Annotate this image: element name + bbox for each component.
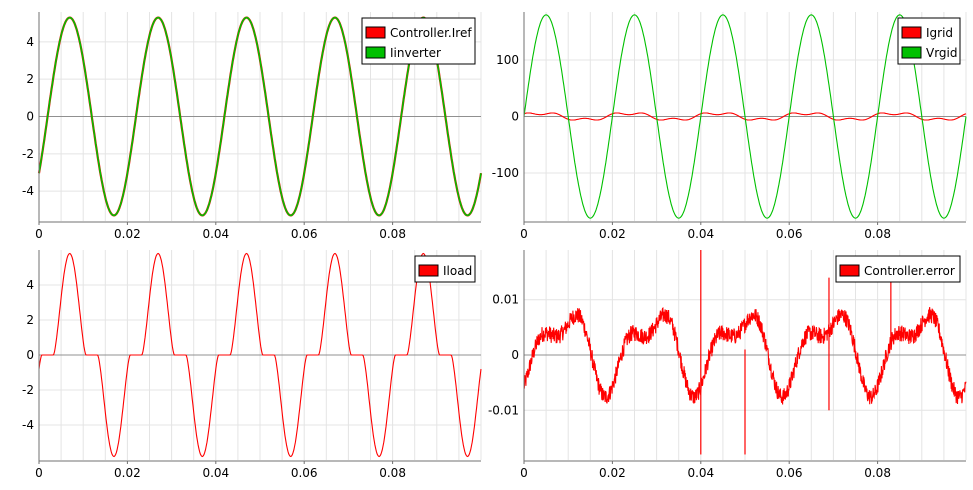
legend-label: Igrid (926, 26, 953, 40)
y-tick-label: -0.01 (488, 403, 519, 417)
legend-label: Iinverter (390, 46, 441, 60)
y-tick-label: -4 (22, 184, 34, 198)
x-tick-label: 0.06 (291, 466, 318, 480)
y-tick-label: 4 (26, 35, 34, 49)
chart-panel-2: 0 0.02 0.04 0.06 0.08 100 0 -100 Igrid Vrgid (492, 12, 967, 241)
legend-label: Controller.error (864, 264, 955, 278)
series-line-1 (38, 252, 482, 458)
y-tick-label: 2 (26, 72, 34, 86)
y-tick-label: 2 (26, 313, 34, 327)
y-tick-label: -4 (22, 418, 34, 432)
x-tick-label: 0.04 (687, 466, 714, 480)
x-tick-label: 0.04 (202, 227, 229, 241)
x-tick-label: 0 (35, 466, 43, 480)
x-tick-label: 0.02 (599, 227, 626, 241)
legend-swatch (365, 46, 386, 59)
legend-label: Iload (443, 264, 472, 278)
x-tick-label: 0.06 (776, 466, 803, 480)
x-tick-label: 0.08 (864, 466, 891, 480)
legend-box (414, 255, 476, 283)
y-tick-label: -2 (22, 147, 34, 161)
legend: Controller.error (835, 255, 961, 283)
chart-panel-1: 0 0.02 0.04 0.06 0.08 4 2 0 -2 -4 Controller.Iref I… (22, 12, 483, 241)
legend-swatch (365, 26, 386, 39)
y-tick-label: 0.01 (492, 293, 519, 307)
x-tick-label: 0.02 (599, 466, 626, 480)
x-tick-label: 0.02 (114, 227, 141, 241)
legend: Iload (414, 255, 476, 283)
legend-label: Controller.Iref (390, 26, 472, 40)
chart-panel-3: 0 0.02 0.04 0.06 0.08 4 2 0 -2 -4 Iload (22, 250, 482, 480)
y-tick-label: 0 (511, 348, 519, 362)
x-tick-label: 0.08 (379, 466, 406, 480)
y-tick-label: 4 (26, 278, 34, 292)
x-tick-label: 0.06 (291, 227, 318, 241)
chart-panel-4: 0 0.02 0.04 0.06 0.08 0.01 0 -0.01 Controller.er… (488, 250, 967, 480)
y-tick-label: -2 (22, 383, 34, 397)
y-tick-label: 0 (26, 348, 34, 362)
x-tick-label: 0.04 (202, 466, 229, 480)
x-tick-label: 0.08 (379, 227, 406, 241)
x-tick-label: 0.04 (687, 227, 714, 241)
legend-swatch (418, 264, 439, 277)
x-tick-label: 0 (520, 466, 528, 480)
y-tick-label: -100 (492, 166, 519, 180)
y-tick-label: 100 (496, 53, 519, 67)
legend: Controller.Iref Iinverter (361, 17, 476, 65)
legend-swatch (901, 26, 922, 39)
legend-swatch (839, 264, 860, 277)
legend-swatch (901, 46, 922, 59)
x-tick-label: 0.06 (776, 227, 803, 241)
y-tick-label: 0 (26, 110, 34, 124)
x-tick-label: 0.02 (114, 466, 141, 480)
x-tick-label: 0.08 (864, 227, 891, 241)
legend-label: Vrgid (926, 46, 958, 60)
series-line-2 (38, 16, 482, 217)
x-tick-label: 0 (35, 227, 43, 241)
x-tick-label: 0 (520, 227, 528, 241)
y-tick-label: 0 (511, 110, 519, 124)
series-line-1 (523, 307, 967, 405)
legend: Igrid Vrgid (897, 17, 961, 65)
series-line-2 (523, 14, 967, 219)
